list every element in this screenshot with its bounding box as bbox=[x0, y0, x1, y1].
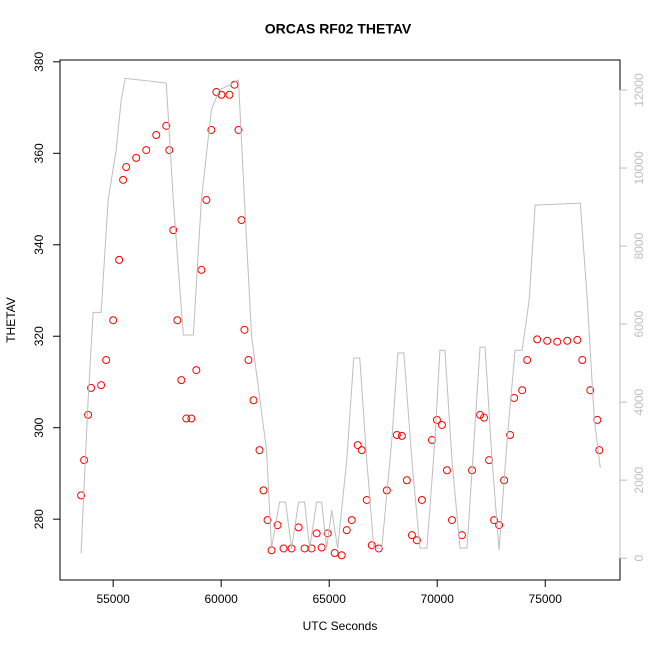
data-point bbox=[392, 431, 401, 440]
data-point bbox=[225, 90, 234, 99]
data-point bbox=[518, 386, 527, 395]
data-point bbox=[84, 410, 93, 419]
data-point bbox=[407, 531, 416, 540]
data-point bbox=[165, 146, 174, 155]
data-point bbox=[330, 549, 339, 558]
data-point bbox=[495, 521, 504, 530]
chart-title: ORCAS RF02 THETAV bbox=[265, 21, 412, 37]
data-point bbox=[442, 466, 451, 475]
data-point bbox=[367, 541, 376, 550]
x-tick-label: 75000 bbox=[529, 592, 563, 606]
data-point bbox=[312, 529, 321, 538]
data-point bbox=[97, 381, 106, 390]
y2-tick-label: 0 bbox=[632, 554, 646, 561]
data-point bbox=[115, 255, 124, 264]
data-point bbox=[437, 420, 446, 429]
altitude-line bbox=[80, 77, 601, 554]
data-point bbox=[202, 195, 211, 204]
y-tick-label: 300 bbox=[32, 417, 46, 437]
y2-tick-label: 2000 bbox=[632, 466, 646, 493]
y2-tick-label: 6000 bbox=[632, 310, 646, 337]
y-tick-label: 360 bbox=[32, 143, 46, 163]
data-point bbox=[402, 476, 411, 485]
data-point bbox=[119, 175, 128, 184]
data-point bbox=[533, 335, 542, 344]
data-point bbox=[234, 125, 243, 134]
data-point bbox=[307, 544, 316, 553]
data-point bbox=[553, 337, 562, 346]
x-tick-label: 60000 bbox=[204, 592, 238, 606]
data-point bbox=[337, 551, 346, 560]
data-point bbox=[263, 516, 272, 525]
data-point bbox=[244, 356, 253, 365]
data-point bbox=[523, 356, 532, 365]
data-point bbox=[177, 376, 186, 385]
data-point bbox=[230, 80, 239, 89]
data-point bbox=[192, 366, 201, 375]
data-point bbox=[142, 146, 151, 155]
y-tick-label: 320 bbox=[32, 326, 46, 346]
y2-tick-label: 8000 bbox=[632, 232, 646, 259]
data-point bbox=[273, 521, 282, 530]
data-point bbox=[595, 446, 604, 455]
data-point bbox=[162, 121, 171, 130]
y-tick-label: 380 bbox=[32, 51, 46, 71]
data-point bbox=[586, 386, 595, 395]
data-point bbox=[207, 125, 216, 134]
data-point bbox=[197, 265, 206, 274]
data-point bbox=[102, 356, 111, 365]
data-point bbox=[173, 316, 182, 325]
y2-tick-label: 12000 bbox=[632, 73, 646, 107]
data-point bbox=[506, 431, 515, 440]
data-point bbox=[152, 131, 161, 140]
data-point bbox=[237, 216, 246, 225]
data-point bbox=[259, 486, 268, 495]
data-point bbox=[347, 516, 356, 525]
data-point bbox=[255, 446, 264, 455]
data-point bbox=[77, 491, 86, 500]
y-axis-label: THETAV bbox=[4, 297, 18, 343]
data-point bbox=[279, 544, 288, 553]
y-tick-label: 280 bbox=[32, 509, 46, 529]
x-tick-label: 55000 bbox=[96, 592, 130, 606]
data-point bbox=[132, 153, 141, 162]
data-point bbox=[353, 441, 362, 450]
data-point bbox=[447, 516, 456, 525]
data-point bbox=[573, 335, 582, 344]
data-point bbox=[109, 316, 118, 325]
data-point bbox=[412, 536, 421, 545]
data-point bbox=[432, 415, 441, 424]
y2-tick-label: 10000 bbox=[632, 151, 646, 185]
data-point bbox=[187, 414, 196, 423]
y2-tick-label: 4000 bbox=[632, 388, 646, 415]
data-point bbox=[122, 163, 131, 172]
y-tick-label: 340 bbox=[32, 234, 46, 254]
data-point bbox=[476, 410, 485, 419]
x-tick-label: 65000 bbox=[313, 592, 347, 606]
data-point bbox=[317, 543, 326, 552]
data-point bbox=[249, 396, 258, 405]
data-point bbox=[182, 414, 191, 423]
data-point bbox=[543, 336, 552, 345]
data-point bbox=[397, 431, 406, 440]
data-point bbox=[563, 336, 572, 345]
data-point bbox=[240, 325, 249, 334]
data-point bbox=[342, 526, 351, 535]
x-axis-label: UTC Seconds bbox=[303, 619, 378, 633]
data-point bbox=[578, 356, 587, 365]
data-point bbox=[169, 226, 178, 235]
data-point bbox=[480, 413, 489, 422]
data-point bbox=[80, 456, 89, 465]
data-point bbox=[87, 383, 96, 392]
data-point bbox=[490, 516, 499, 525]
data-point bbox=[357, 446, 366, 455]
data-point bbox=[417, 495, 426, 504]
data-point bbox=[427, 436, 436, 445]
x-tick-label: 70000 bbox=[421, 592, 455, 606]
